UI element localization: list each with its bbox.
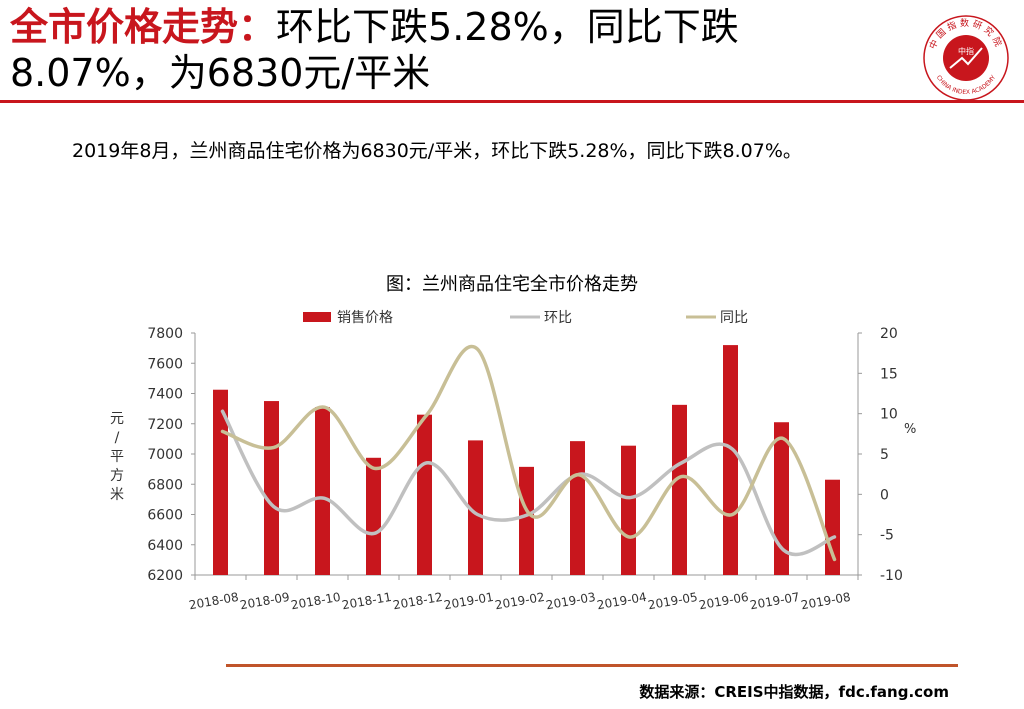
price-bar	[672, 404, 687, 575]
y2-unit-label: %	[904, 422, 916, 437]
price-bar	[825, 479, 840, 575]
legend-swatch-price	[303, 312, 331, 322]
y-axis-title-text: 元 / 平方米	[110, 411, 124, 503]
legend-label: 销售价格	[337, 310, 393, 326]
yoy-series-line	[220, 344, 837, 562]
price-bar	[315, 407, 330, 575]
x-tick-label: 2018-09	[239, 590, 291, 612]
chart-title: 图：兰州商品住宅全市价格走势	[386, 274, 638, 295]
y2-tick-label: -5	[880, 528, 894, 544]
title-text: 环比下跌5.28%，同比下跌	[276, 5, 739, 49]
logo-inner-text: 中指	[958, 46, 974, 56]
y-tick-label: 6200	[147, 568, 183, 584]
price-bar	[366, 457, 381, 575]
data-source: 数据来源：CREIS中指数据，fdc.fang.com	[639, 683, 949, 701]
title-highlight: 全市价格走势：	[10, 5, 277, 49]
x-tick-label: 2018-10	[290, 590, 342, 612]
y-tick-label: 7200	[147, 417, 183, 433]
legend-label: 同比	[720, 310, 748, 326]
x-tick-label: 2019-04	[596, 590, 648, 612]
y2-tick-label: 0	[880, 487, 889, 503]
y-tick-label: 7800	[147, 326, 183, 342]
x-tick-label: 2019-08	[800, 590, 852, 612]
y2-tick-label: 10	[880, 407, 898, 423]
x-tick-label: 2018-11	[341, 590, 393, 612]
y2-tick-label: 15	[880, 366, 898, 382]
price-bar	[570, 441, 585, 575]
title-text-line2: 8.07%，为6830元/平米	[10, 51, 431, 95]
price-bar	[774, 422, 789, 575]
y2-tick-label: -10	[880, 568, 903, 584]
x-tick-label: 2019-03	[545, 590, 597, 612]
price-bar	[723, 345, 738, 575]
summary-text: 2019年8月，兰州商品住宅价格为6830元/平米，环比下跌5.28%，同比下跌…	[72, 140, 802, 162]
y2-tick-label: 20	[880, 326, 898, 342]
y-axis-title: 元 / 平方米	[108, 410, 126, 505]
price-bar	[213, 389, 228, 575]
price-bar	[519, 466, 534, 575]
bottom-divider	[226, 664, 958, 667]
price-bar	[264, 401, 279, 575]
x-tick-label: 2018-12	[392, 590, 444, 612]
x-tick-label: 2019-02	[494, 590, 546, 612]
price-bar	[417, 414, 432, 575]
legend-label: 环比	[544, 310, 572, 326]
x-tick-label: 2019-06	[698, 590, 750, 612]
y-tick-label: 6600	[147, 508, 183, 524]
x-tick-label: 2018-08	[188, 590, 240, 612]
y-tick-label: 6800	[147, 477, 183, 493]
y-tick-label: 6400	[147, 538, 183, 554]
y-tick-label: 7600	[147, 356, 183, 372]
china-index-academy-logo: 中国指数研究院 CHINA INDEX ACADEMY 中指	[923, 15, 1009, 101]
x-tick-label: 2019-07	[749, 590, 801, 612]
price-bar	[621, 445, 636, 575]
x-tick-label: 2019-05	[647, 590, 699, 612]
x-tick-label: 2019-01	[443, 590, 495, 612]
y-tick-label: 7400	[147, 387, 183, 403]
y2-tick-label: 5	[880, 447, 889, 463]
price-bar	[468, 440, 483, 575]
y-tick-label: 7000	[147, 447, 183, 463]
page-title: 全市价格走势：环比下跌5.28%，同比下跌 8.07%，为6830元/平米	[10, 4, 890, 96]
title-divider	[0, 100, 1024, 103]
